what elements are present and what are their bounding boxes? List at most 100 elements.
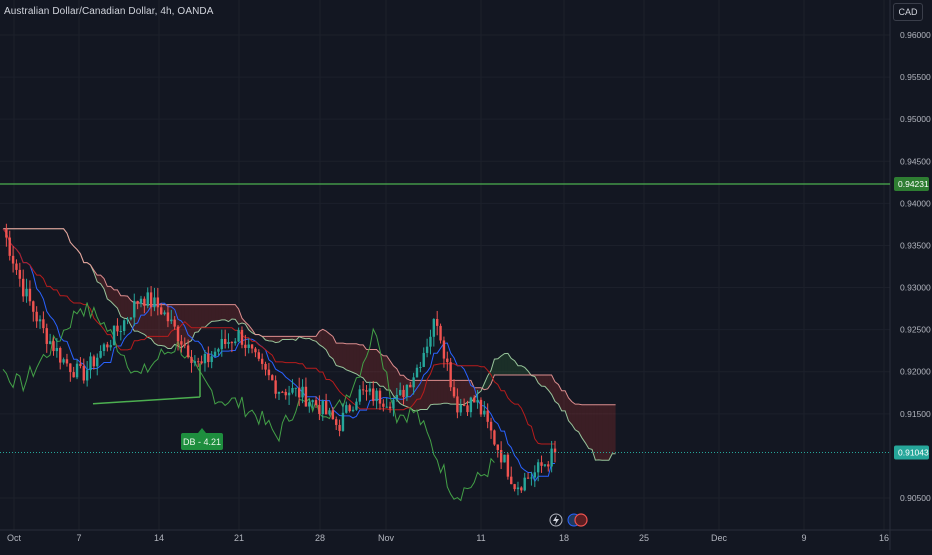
- price-tick-label: 0.96000: [900, 30, 931, 40]
- candle-body: [35, 312, 37, 322]
- flag-events-icon: [568, 514, 587, 526]
- candle-body: [352, 410, 354, 411]
- candle-body: [318, 405, 320, 414]
- candle-body: [79, 364, 81, 366]
- candle-body: [311, 400, 313, 402]
- symbol-title: Australian Dollar/Canadian Dollar, 4h, O…: [4, 6, 214, 17]
- cloud-segment: [225, 305, 228, 322]
- currency-button[interactable]: CAD: [893, 3, 923, 21]
- candle-body: [66, 359, 68, 363]
- candle-body: [517, 487, 519, 489]
- cloud-segment: [562, 391, 565, 411]
- candle-body: [120, 331, 122, 332]
- candle-body: [433, 319, 435, 337]
- candle-body: [544, 464, 546, 465]
- cloud-segment: [437, 380, 440, 404]
- candle-body: [224, 339, 226, 344]
- cloud-segment: [121, 296, 124, 319]
- cloud-segment: [215, 305, 218, 321]
- cloud-segment: [441, 380, 444, 404]
- price-tick-label: 0.95500: [900, 72, 931, 82]
- candle-body: [372, 388, 374, 401]
- candle-body: [187, 345, 189, 357]
- candle-body: [392, 400, 394, 409]
- candle-body: [12, 256, 14, 264]
- candle-body: [460, 405, 462, 413]
- candle-body: [76, 364, 78, 378]
- candle-body: [295, 388, 297, 389]
- candle-body: [160, 307, 162, 314]
- candle-body: [231, 342, 233, 343]
- candle-body: [93, 356, 95, 366]
- price-tick-label: 0.94500: [900, 156, 931, 166]
- candle-body: [429, 337, 431, 347]
- candle-body: [375, 391, 377, 401]
- time-tick-label: Nov: [378, 533, 395, 543]
- candle-body: [355, 402, 357, 410]
- candle-body: [136, 301, 138, 304]
- candle-body: [278, 392, 280, 394]
- senkou-span-a: [3, 229, 616, 460]
- candle-body: [305, 387, 307, 407]
- cloud-segment: [542, 375, 545, 386]
- candle-body: [449, 362, 451, 387]
- candle-body: [214, 352, 216, 357]
- cloud-segment: [383, 356, 386, 390]
- candle-body: [291, 388, 293, 393]
- tenkan-line: [3, 229, 555, 482]
- candle-body: [274, 380, 276, 393]
- cloud-segment: [168, 305, 171, 349]
- price-tick-label: 0.95000: [900, 114, 931, 124]
- candle-body: [416, 368, 418, 378]
- candle-body: [106, 344, 108, 347]
- cloud-segment: [430, 380, 433, 404]
- candle-body: [110, 345, 112, 347]
- candle-body: [207, 354, 209, 362]
- cloud-segment: [555, 382, 558, 404]
- candle-body: [382, 404, 384, 407]
- candle-body: [25, 289, 27, 297]
- chart-event-icons[interactable]: [550, 514, 587, 526]
- cloud-segment: [165, 305, 168, 349]
- candle-body: [527, 478, 529, 479]
- candle-body: [258, 352, 260, 359]
- cloud-segment: [363, 345, 366, 383]
- time-tick-label: 7: [76, 533, 81, 543]
- candle-body: [348, 405, 350, 411]
- candle-body: [399, 390, 401, 395]
- cloud-segment: [319, 329, 322, 347]
- candle-body: [29, 289, 31, 302]
- candlesticks: [0, 224, 890, 496]
- candle-body: [227, 342, 229, 344]
- candle-body: [133, 301, 135, 317]
- price-tick-label: 0.91500: [900, 409, 931, 419]
- price-tick-label: 0.93000: [900, 283, 931, 293]
- candle-body: [510, 477, 512, 484]
- candle-body: [126, 319, 128, 320]
- cloud-segment: [501, 354, 504, 375]
- price-tick-label: 0.94000: [900, 198, 931, 208]
- candle-body: [534, 472, 536, 477]
- candle-body: [130, 317, 132, 319]
- cloud-segment: [336, 343, 339, 366]
- cloud-segment: [444, 380, 447, 403]
- candle-body: [325, 401, 327, 414]
- candle-body: [184, 345, 186, 346]
- candle-body: [322, 401, 324, 414]
- candle-body: [163, 312, 165, 314]
- candle-body: [436, 319, 438, 326]
- candle-body: [423, 353, 425, 367]
- candle-body: [453, 387, 455, 396]
- double-bottom-line: [93, 397, 200, 404]
- candle-body: [520, 487, 522, 490]
- candle-body: [476, 400, 478, 403]
- candle-body: [359, 389, 361, 401]
- candle-body: [308, 402, 310, 406]
- candle-body: [540, 462, 542, 466]
- candle-body: [261, 359, 263, 364]
- candle-body: [19, 270, 21, 279]
